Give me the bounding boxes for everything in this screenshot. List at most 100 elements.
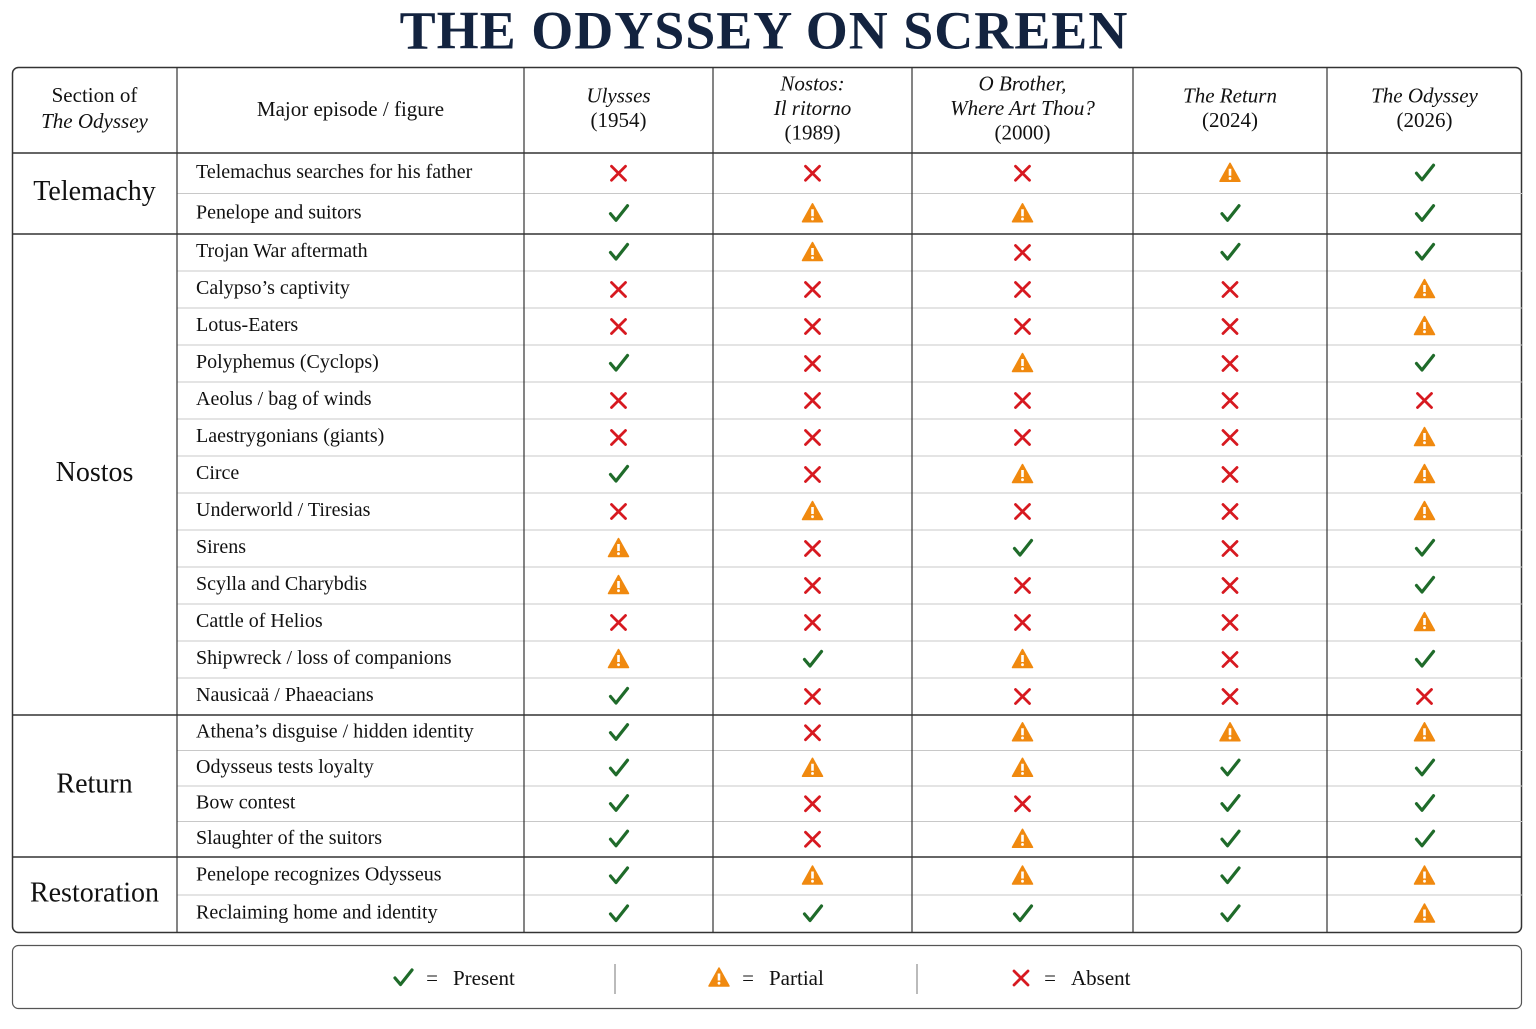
warning-dot xyxy=(1423,626,1426,630)
check-icon xyxy=(608,686,630,705)
legend-equals: = xyxy=(426,966,438,990)
cross-shape xyxy=(1014,164,1031,182)
legend-frame xyxy=(11,944,1523,1010)
partial-icon xyxy=(1011,828,1034,848)
cross-icon xyxy=(804,795,821,813)
check-shape xyxy=(608,723,630,741)
warning-bar xyxy=(1423,433,1426,440)
cross-icon xyxy=(610,614,627,631)
check-icon xyxy=(608,866,630,885)
film-title: The Odyssey xyxy=(1371,84,1478,108)
warning-dot xyxy=(811,879,814,883)
warning-dot xyxy=(1423,441,1426,445)
cross-icon xyxy=(1221,503,1239,520)
warning-bar xyxy=(1021,728,1024,736)
cross-shape xyxy=(1221,392,1239,409)
section-label: Restoration xyxy=(30,877,159,908)
cross-icon xyxy=(1014,614,1031,631)
check-icon xyxy=(1414,204,1436,222)
episode-label: Laestrygonians (giants) xyxy=(196,425,384,447)
film-title: O Brother, xyxy=(979,71,1067,95)
check-icon xyxy=(1012,538,1034,557)
cross-icon xyxy=(804,724,821,742)
cross-icon xyxy=(804,318,821,335)
cross-shape xyxy=(610,164,627,182)
cross-icon xyxy=(804,688,821,705)
cross-shape xyxy=(1221,614,1239,631)
warning-bar xyxy=(1423,322,1426,329)
partial-icon xyxy=(1413,903,1436,923)
cross-icon xyxy=(610,164,627,182)
warning-dot xyxy=(617,589,620,593)
partial-icon xyxy=(801,203,824,223)
section-label: Return xyxy=(56,768,132,799)
cross-icon xyxy=(1014,688,1031,705)
check-shape xyxy=(608,464,630,483)
legend-label: Absent xyxy=(1071,966,1131,990)
cross-shape xyxy=(804,355,821,372)
check-icon xyxy=(1220,204,1241,222)
cross-icon xyxy=(1221,540,1239,557)
check-icon xyxy=(608,758,630,777)
episode-label: Penelope and suitors xyxy=(196,201,362,223)
check-icon xyxy=(608,464,630,483)
check-icon xyxy=(1414,538,1436,557)
cross-icon xyxy=(804,540,821,557)
warning-bar xyxy=(1021,359,1024,366)
warning-bar xyxy=(1423,618,1426,625)
partial-icon xyxy=(1011,757,1034,777)
partial-icon xyxy=(801,865,824,885)
partial-icon xyxy=(1413,278,1436,299)
cross-icon xyxy=(1221,429,1239,446)
cross-icon xyxy=(1012,969,1030,987)
check-shape xyxy=(608,242,630,261)
cross-shape xyxy=(804,614,821,631)
warning-dot xyxy=(1423,478,1426,482)
cross-icon xyxy=(804,355,821,372)
warning-bar xyxy=(1423,728,1426,736)
episode-label: Odysseus tests loyalty xyxy=(196,756,374,778)
partial-icon xyxy=(1011,722,1034,742)
episode-label: Shipwreck / loss of companions xyxy=(196,647,452,669)
warning-bar xyxy=(1228,728,1232,736)
cross-icon xyxy=(804,281,821,298)
cross-icon xyxy=(1416,688,1433,705)
legend-equals: = xyxy=(1044,966,1056,990)
cross-shape xyxy=(1014,318,1031,335)
episode-label: Athena’s disguise / hidden identity xyxy=(196,720,474,742)
check-shape xyxy=(1220,204,1241,222)
cross-shape xyxy=(804,540,821,557)
check-icon xyxy=(1414,163,1436,182)
partial-icon xyxy=(1011,352,1034,373)
episode-label: Sirens xyxy=(196,536,246,558)
episode-label: Underworld / Tiresias xyxy=(196,499,371,521)
warning-bar xyxy=(1423,470,1426,477)
episode-label: Telemachus searches for his father xyxy=(196,161,473,183)
cross-shape xyxy=(1221,540,1239,557)
episode-label: Polyphemus (Cyclops) xyxy=(196,351,379,373)
cross-icon xyxy=(1014,503,1031,520)
warning-dot xyxy=(1021,879,1024,883)
partial-icon xyxy=(1413,722,1436,742)
check-icon xyxy=(608,204,630,222)
cross-icon xyxy=(1221,392,1239,409)
warning-dot xyxy=(617,552,620,556)
check-shape xyxy=(393,968,414,987)
check-icon xyxy=(1220,242,1241,261)
cross-icon xyxy=(804,830,821,848)
warning-dot xyxy=(617,663,620,667)
check-shape xyxy=(608,829,630,848)
section-label: Nostos xyxy=(56,457,134,488)
warning-bar xyxy=(1021,470,1024,477)
warning-bar xyxy=(1423,909,1426,917)
warning-dot xyxy=(1423,879,1426,883)
episode-label: Cattle of Helios xyxy=(196,610,323,632)
check-icon xyxy=(1220,794,1241,812)
partial-icon xyxy=(607,537,630,558)
film-year: (2000) xyxy=(995,120,1051,144)
film-year: (1954) xyxy=(591,108,647,132)
cross-icon xyxy=(610,503,627,520)
episode-label: Nausicaä / Phaeacians xyxy=(196,684,374,706)
partial-icon xyxy=(607,574,630,595)
episode-label: Lotus-Eaters xyxy=(196,314,298,336)
